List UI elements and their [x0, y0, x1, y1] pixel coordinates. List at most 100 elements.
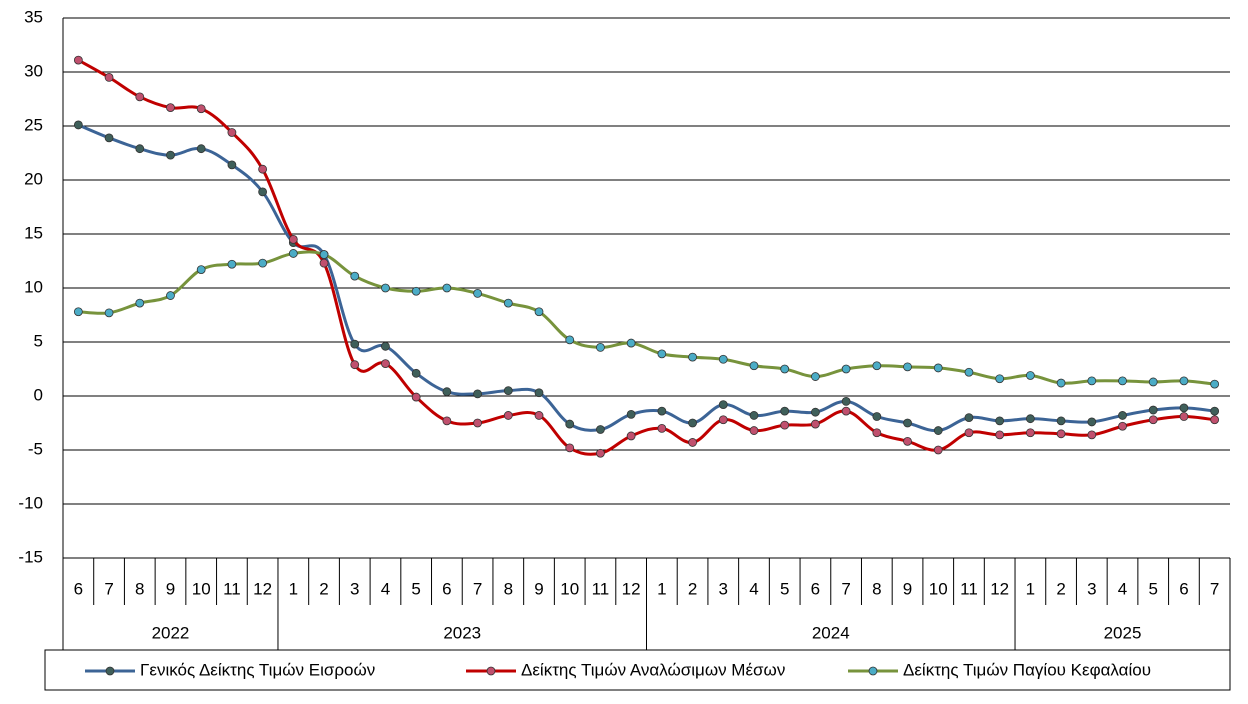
data-point — [319, 250, 329, 259]
data-point — [534, 388, 544, 398]
y-tick-label: 0 — [34, 385, 43, 404]
data-point — [811, 419, 820, 429]
data-point — [1056, 416, 1066, 426]
data-point — [534, 411, 544, 420]
y-tick-label: 15 — [24, 223, 43, 242]
data-point — [166, 103, 175, 113]
data-point — [196, 104, 206, 114]
data-point — [964, 367, 974, 377]
x-tick-label: 5 — [1148, 579, 1157, 598]
x-tick-label: 7 — [104, 579, 113, 598]
data-point — [73, 55, 83, 65]
x-tick-label: 8 — [135, 579, 144, 598]
x-tick-label: 4 — [381, 579, 390, 598]
data-point — [411, 368, 421, 378]
data-point — [903, 436, 912, 446]
data-point — [657, 349, 667, 359]
x-tick-label: 8 — [872, 579, 881, 598]
data-point — [1087, 376, 1097, 386]
data-point — [718, 415, 728, 425]
x-group-label: 2024 — [812, 623, 850, 642]
data-point — [565, 419, 575, 429]
y-tick-label: -10 — [18, 493, 43, 512]
x-tick-label: 7 — [473, 579, 482, 598]
x-tick-label: 7 — [841, 579, 850, 598]
data-point — [227, 259, 237, 269]
data-point — [565, 335, 575, 345]
legend-marker — [105, 666, 115, 676]
data-point — [872, 428, 882, 438]
y-tick-label: 10 — [24, 277, 43, 296]
x-tick-label: 9 — [903, 579, 912, 598]
data-point — [381, 359, 390, 369]
data-point — [135, 144, 145, 154]
data-point — [780, 420, 790, 430]
x-tick-label: 9 — [166, 579, 175, 598]
data-point — [1148, 377, 1158, 387]
data-point — [626, 409, 636, 419]
data-point — [227, 128, 237, 137]
data-point — [319, 258, 329, 268]
data-point — [135, 92, 145, 102]
x-tick-label: 10 — [192, 579, 211, 598]
data-point — [596, 342, 605, 352]
data-point — [411, 392, 421, 402]
data-point — [1210, 406, 1220, 416]
data-point — [872, 361, 882, 371]
data-point — [503, 411, 513, 420]
data-point — [1118, 411, 1127, 420]
data-point — [104, 133, 114, 143]
data-point — [841, 396, 851, 406]
x-tick-label: 11 — [592, 579, 610, 598]
y-tick-label: -5 — [28, 439, 43, 458]
data-point — [1025, 414, 1035, 424]
x-tick-label: 7 — [1210, 579, 1219, 598]
data-point — [1056, 378, 1066, 388]
y-tick-label: 20 — [24, 169, 43, 188]
data-point — [903, 362, 912, 372]
data-point — [1118, 421, 1127, 431]
data-point — [442, 416, 452, 426]
data-point — [565, 443, 575, 453]
data-point — [1210, 379, 1220, 389]
data-point — [995, 416, 1005, 426]
x-group-label: 2023 — [443, 623, 481, 642]
x-tick-label: 4 — [1118, 579, 1127, 598]
data-point — [258, 258, 268, 268]
data-point — [841, 364, 851, 374]
data-point — [473, 418, 482, 428]
data-point — [411, 286, 421, 296]
data-point — [718, 354, 728, 364]
legend-label: Γενικός Δείκτης Τιμών Εισροών — [140, 660, 375, 679]
data-point — [749, 361, 759, 371]
data-point — [1210, 415, 1220, 425]
data-point — [749, 411, 759, 420]
data-point — [1087, 430, 1097, 440]
data-point — [350, 271, 360, 281]
data-point — [166, 291, 175, 300]
y-tick-label: 35 — [24, 7, 43, 26]
data-point — [995, 430, 1005, 440]
data-point — [657, 423, 667, 433]
x-tick-label: 2 — [1056, 579, 1065, 598]
data-point — [1025, 428, 1035, 438]
data-point — [688, 418, 697, 428]
series-line — [77, 123, 1215, 433]
x-tick-label: 12 — [253, 579, 272, 598]
data-point — [933, 445, 943, 455]
data-point — [104, 73, 114, 82]
data-point — [995, 374, 1005, 384]
data-point — [688, 438, 697, 447]
x-tick-label: 12 — [990, 579, 1009, 598]
data-point — [626, 431, 636, 441]
data-point — [473, 389, 482, 399]
x-tick-label: 3 — [350, 579, 359, 598]
data-point — [73, 120, 83, 130]
data-point — [688, 352, 697, 362]
x-tick-label: 12 — [622, 579, 641, 598]
x-tick-label: 5 — [411, 579, 420, 598]
data-point — [381, 283, 390, 293]
data-point — [964, 428, 974, 438]
x-tick-label: 10 — [560, 579, 579, 598]
data-point — [473, 288, 482, 298]
